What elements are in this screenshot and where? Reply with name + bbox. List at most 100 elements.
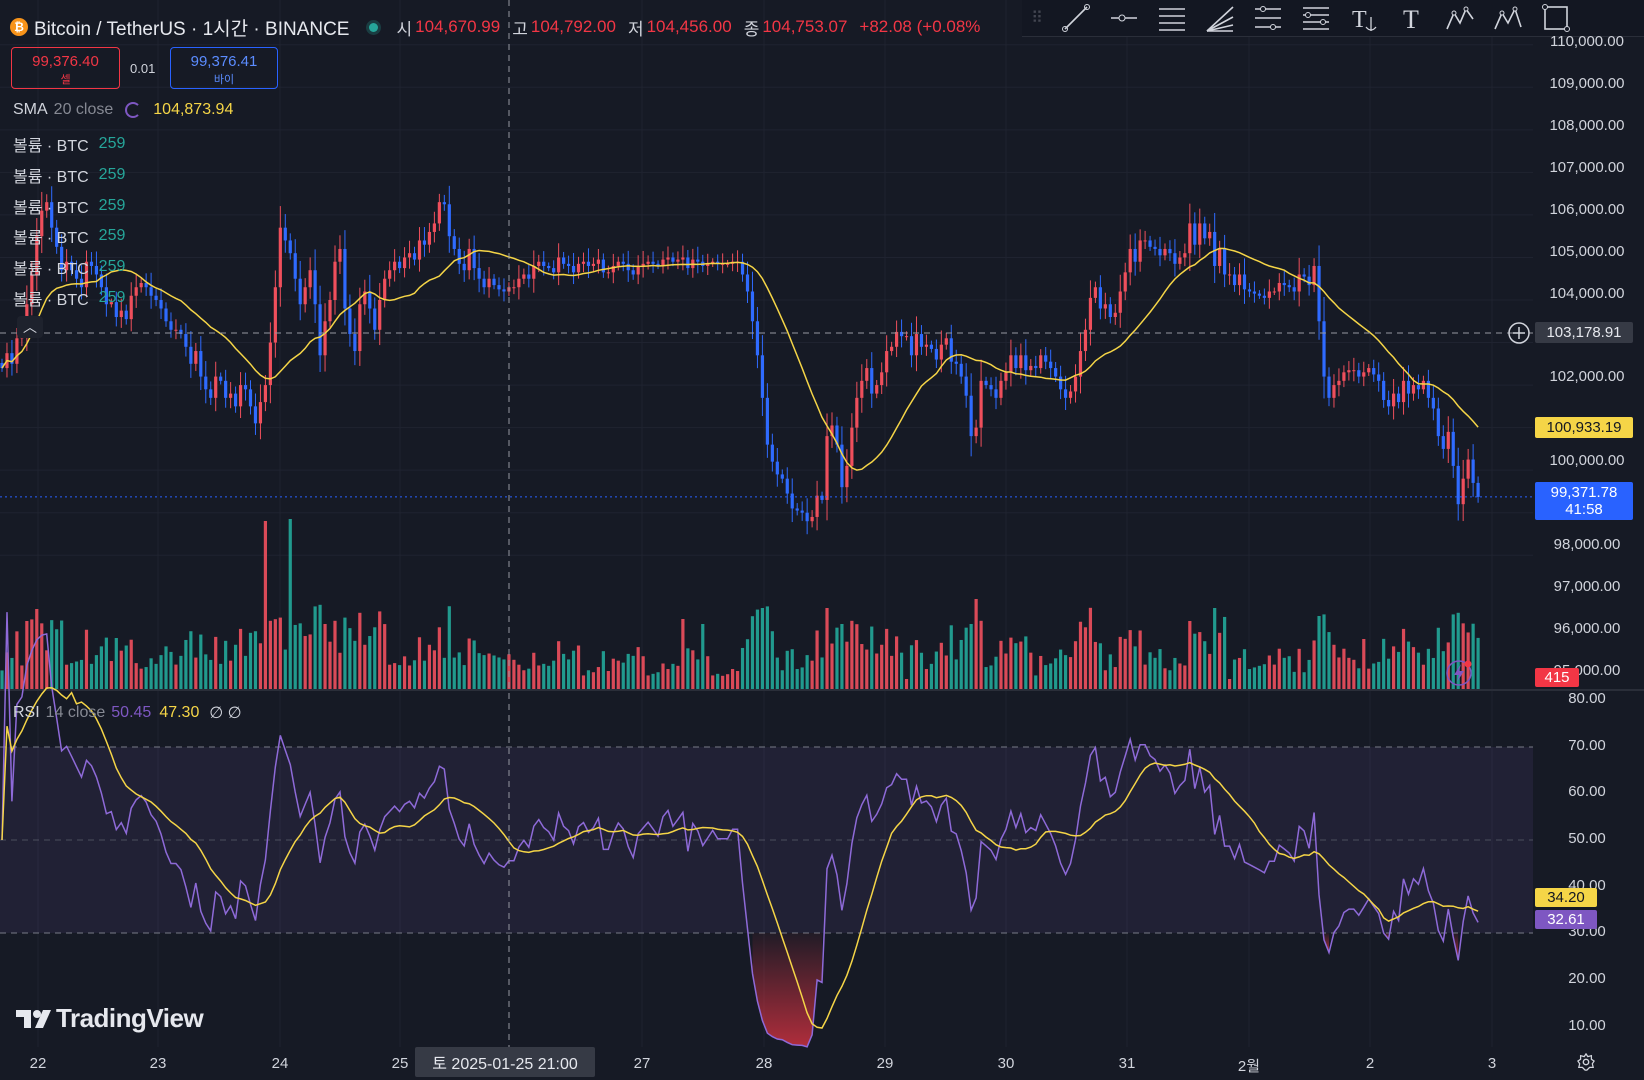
candle [402, 257, 407, 269]
anchored-text-icon[interactable]: T [1340, 2, 1388, 34]
settings-icon[interactable] [1577, 1053, 1595, 1071]
sell-button[interactable]: 99,376.40 셀 [11, 47, 120, 89]
volume-legend[interactable]: 볼륨 · BTC 259 [13, 255, 125, 279]
volume-legend[interactable]: 볼륨 · BTC 259 [13, 163, 125, 187]
candle [740, 261, 745, 275]
candle [780, 474, 784, 479]
crosshair-plus-icon[interactable] [1508, 322, 1530, 344]
symbol-title[interactable]: Bitcoin / TetherUS · 1시간 · BINANCE [34, 18, 350, 40]
candle [84, 261, 89, 288]
candle [760, 355, 765, 398]
candle [566, 263, 571, 266]
candle [74, 270, 79, 279]
candle [1118, 291, 1122, 313]
volume-bar [199, 634, 203, 689]
horizontal-ray-icon[interactable] [1100, 2, 1148, 34]
text-tool-icon[interactable]: T [1388, 2, 1436, 34]
candle [939, 344, 943, 360]
candle [835, 425, 839, 445]
candle [870, 368, 874, 394]
candle [393, 261, 397, 271]
trend-line-icon[interactable] [1052, 2, 1100, 34]
volume-bar [994, 656, 998, 689]
volume-bar [209, 659, 213, 689]
volume-bar [5, 652, 9, 689]
volume-bar [129, 639, 133, 689]
candle [1173, 253, 1177, 264]
candle [1039, 355, 1043, 369]
volume-bar [984, 667, 988, 689]
volume-bar [850, 620, 854, 689]
volume-bar [229, 660, 233, 689]
candle [562, 257, 566, 264]
candle [104, 287, 108, 305]
volume-bar [830, 643, 834, 689]
volume-bar [30, 619, 34, 689]
volume-bar [159, 655, 163, 689]
rsi-legend[interactable]: RSI 14 close 50.45 47.30 ∅ ∅ [13, 703, 248, 723]
volume-bar [283, 649, 287, 689]
candle [1024, 355, 1028, 371]
buy-button[interactable]: 99,376.41 바이 [170, 47, 278, 89]
volume-legend[interactable]: 볼륨 · BTC 259 [13, 132, 125, 156]
volume-bar [1054, 658, 1058, 689]
volume-bar [383, 624, 387, 689]
candle [1421, 380, 1426, 390]
volume-legend[interactable]: 볼륨 · BTC 259 [13, 194, 125, 218]
volume-bar [790, 649, 794, 689]
rsi-label: 80.00 [1568, 690, 1606, 707]
candle [1208, 231, 1212, 239]
volume-bar [1307, 659, 1311, 689]
collapse-legend-button[interactable]: ︿ [17, 316, 43, 338]
parallel-channel-icon[interactable] [1148, 2, 1196, 34]
volume-bar [969, 624, 973, 689]
volume-legend[interactable]: 볼륨 · BTC 259 [13, 286, 125, 310]
lightning-alert-icon[interactable] [1446, 660, 1472, 686]
candle [134, 287, 138, 296]
candle [139, 282, 143, 288]
volume-bar [393, 663, 397, 689]
volume-legend[interactable]: 볼륨 · BTC 259 [13, 224, 125, 248]
volume-bar [532, 652, 536, 689]
fib-fan-icon[interactable] [1196, 2, 1244, 34]
fib-retracement-icon[interactable] [1244, 2, 1292, 34]
volume-bar [1252, 667, 1257, 689]
candle [363, 291, 367, 305]
candle [1272, 291, 1276, 293]
drag-handle-icon[interactable]: ⠿ [1031, 10, 1043, 27]
price-label: 98,000.00 [1553, 536, 1621, 553]
tradingview-logo[interactable]: TradingView [16, 1003, 204, 1034]
elliott-wave-icon[interactable] [1484, 2, 1532, 34]
volume-value: 259 [98, 289, 126, 306]
sell-price: 99,376.40 [32, 53, 99, 70]
candle [1019, 355, 1023, 369]
gann-box-icon[interactable] [1292, 2, 1340, 34]
sma-legend[interactable]: SMA 20 close 104,873.94 [13, 101, 233, 119]
volume-bar [15, 631, 19, 689]
candle [1203, 223, 1207, 239]
candle [805, 512, 809, 522]
volume-bar [904, 679, 909, 689]
volume-bar [895, 636, 899, 689]
candle [1014, 355, 1018, 369]
volume-bar [716, 673, 720, 689]
time-label: 22 [29, 1055, 47, 1072]
volume-bar [651, 673, 655, 689]
candle [358, 304, 362, 352]
volume-bar [646, 675, 650, 689]
volume-bar [318, 604, 322, 689]
candle [1044, 355, 1048, 362]
volume-bar [1382, 638, 1386, 689]
volume-bar [1247, 669, 1252, 689]
volume-name: 볼륨 · BTC [13, 200, 89, 217]
rectangle-tool-icon[interactable] [1532, 2, 1580, 34]
bitcoin-icon: ₿ [10, 18, 28, 36]
candle [1158, 248, 1162, 256]
volume-bar [437, 627, 441, 689]
volume-bar [238, 628, 243, 689]
candle [1148, 240, 1152, 247]
volume-bar [363, 644, 367, 689]
volume-bar [268, 620, 272, 689]
xabcd-pattern-icon[interactable] [1436, 2, 1484, 34]
